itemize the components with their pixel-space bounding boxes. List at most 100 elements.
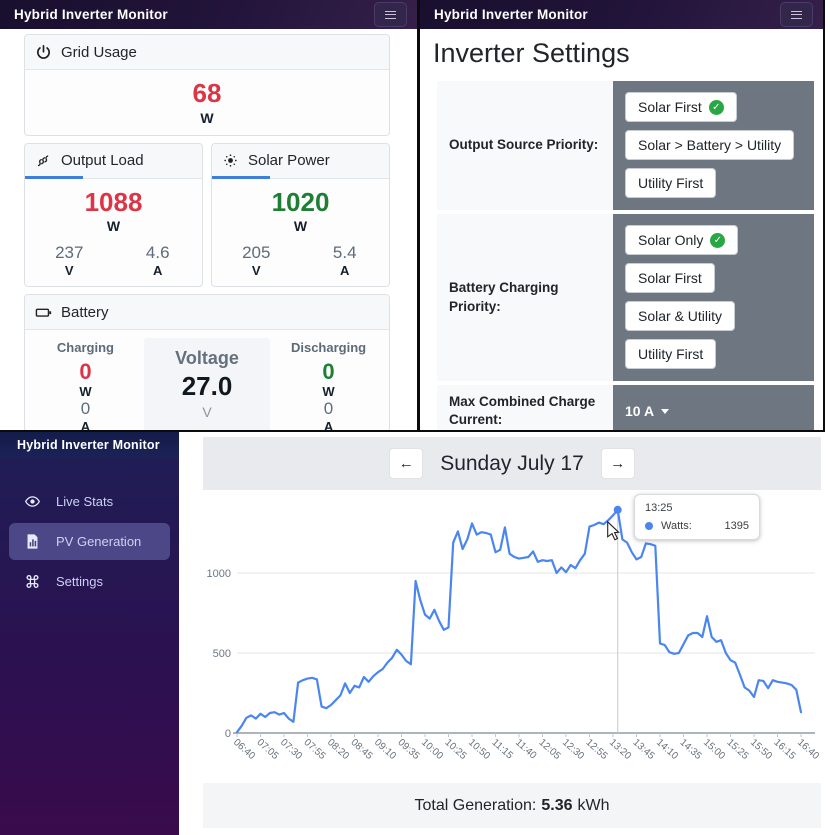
amps-unit: A <box>323 419 334 432</box>
grid-usage-value: 68 <box>192 78 222 108</box>
navbar: Hybrid Inverter Monitor <box>0 432 179 458</box>
watts-series-line <box>235 508 803 734</box>
x-tick-label: 15:00 <box>701 737 727 762</box>
total-generation-bar: Total Generation: 5.36 kWh <box>203 783 821 828</box>
prev-day-button[interactable]: ← <box>389 448 424 479</box>
x-tick-label: 11:15 <box>489 737 515 762</box>
sidebar-item-live-stats[interactable]: Live Stats <box>9 483 170 520</box>
output-load-card: Output Load 1088 W 237 V 4.6 A <box>24 142 203 288</box>
hamburger-menu-button[interactable] <box>374 2 407 27</box>
sidebar-item-pv-generation[interactable]: PV Generation <box>9 523 170 560</box>
date-title: Sunday July 17 <box>440 451 584 475</box>
app-title: Hybrid Inverter Monitor <box>17 438 160 452</box>
solar-power-value: 1020 <box>271 186 330 217</box>
priority-option-button[interactable]: Solar First ✓ <box>625 92 737 122</box>
y-tick-label: 0 <box>225 728 231 740</box>
solar-power-unit: W <box>293 218 308 235</box>
setting-options: Solar Only ✓ Solar First Solar & Utility Uti… <box>613 214 814 381</box>
x-tick-label: 06:40 <box>231 737 257 762</box>
solar-power-card: Solar Power 1020 W 205 V 5.4 A <box>211 142 390 288</box>
x-tick-label: 14:35 <box>677 737 703 762</box>
battery-icon <box>35 308 52 317</box>
priority-option-button[interactable]: Solar Only ✓ <box>625 225 739 255</box>
x-tick-label: 15:25 <box>724 737 750 762</box>
setting-label: Max Combined Charge Current: <box>437 385 613 430</box>
charging-watts: 0 <box>79 359 92 385</box>
watts-unit: W <box>322 384 335 400</box>
setting-row-battery-charging-priority: Battery Charging Priority: Solar Only ✓ So… <box>437 214 814 381</box>
command-icon <box>26 575 39 588</box>
settings-table: Output Source Priority: Solar First ✓ Sola… <box>437 81 814 430</box>
total-generation-label: Total Generation: <box>414 796 537 814</box>
app-title: Hybrid Inverter Monitor <box>14 7 168 22</box>
setting-row-max-combined-charge-current: Max Combined Charge Current: 10 A <box>437 385 814 430</box>
x-tick-label: 11:40 <box>513 737 539 762</box>
solar-amps: 5.4 <box>332 243 357 263</box>
x-tick-label: 12:30 <box>560 737 586 762</box>
priority-option-button[interactable]: Utility First <box>625 339 717 369</box>
total-generation-unit: kWh <box>577 796 610 814</box>
solar-volts: 205 <box>242 243 271 263</box>
priority-option-button[interactable]: Utility First <box>625 168 717 198</box>
setting-row-output-source-priority: Output Source Priority: Solar First ✓ Sola… <box>437 81 814 210</box>
watts-unit: W <box>79 384 92 400</box>
setting-label: Battery Charging Priority: <box>437 214 613 381</box>
setting-options: Solar First ✓ Solar > Battery > Utility Uti… <box>613 81 814 210</box>
voltage-value: 27.0 <box>181 371 233 402</box>
y-tick-label: 1000 <box>207 568 231 580</box>
navbar: Hybrid Inverter Monitor <box>420 0 823 29</box>
charging-label: Charging <box>56 340 114 356</box>
selected-check-icon: ✓ <box>708 99 724 115</box>
y-tick-label: 500 <box>213 648 231 660</box>
card-title: Battery <box>61 303 109 321</box>
card-title: Output Load <box>61 152 144 170</box>
sun-icon <box>224 154 237 167</box>
date-nav-bar: ← Sunday July 17 → <box>203 437 821 490</box>
grid-usage-header: Grid Usage <box>25 35 389 70</box>
mouse-cursor-icon <box>607 520 620 541</box>
sidebar-item-label: Live Stats <box>56 494 114 509</box>
priority-option-button[interactable]: Solar & Utility <box>625 301 736 331</box>
volts-unit: V <box>64 263 74 279</box>
grid-usage-card: Grid Usage 68 W <box>24 34 390 136</box>
x-tick-label: 10:00 <box>419 737 445 762</box>
battery-voltage-box: Voltage 27.0 V <box>143 338 271 430</box>
discharging-watts: 0 <box>322 359 335 385</box>
next-day-button[interactable]: → <box>600 448 635 479</box>
live-stats-window: Hybrid Inverter Monitor Grid Usage 68 W … <box>0 0 417 432</box>
hovered-data-point <box>613 505 622 514</box>
battery-discharging-column: Discharging 0 W 0 A <box>278 338 379 432</box>
discharging-label: Discharging <box>290 340 367 356</box>
hamburger-icon <box>385 10 396 19</box>
navbar: Hybrid Inverter Monitor <box>0 0 417 29</box>
priority-option-button[interactable]: Solar First <box>625 263 715 293</box>
setting-options: 10 A <box>613 385 814 430</box>
output-load-unit: W <box>106 218 121 235</box>
hamburger-menu-button[interactable] <box>780 2 813 27</box>
selected-check-icon: ✓ <box>710 232 726 248</box>
window-border <box>823 0 825 432</box>
card-title: Solar Power <box>248 152 330 170</box>
filament-icon <box>37 155 49 167</box>
x-tick-label: 10:25 <box>442 737 468 762</box>
x-tick-label: 12:05 <box>536 737 562 762</box>
setting-label: Output Source Priority: <box>437 81 613 210</box>
current-select-dropdown[interactable]: 10 A <box>625 403 670 419</box>
charging-amps: 0 <box>80 399 91 419</box>
pv-line-chart[interactable]: 0500100006:4007:0507:3007:5508:2008:4509… <box>203 490 822 784</box>
eye-icon <box>24 496 41 507</box>
power-icon <box>37 44 50 59</box>
output-amps: 4.6 <box>145 243 170 263</box>
output-load-header: Output Load <box>25 143 202 179</box>
hamburger-icon <box>791 10 802 19</box>
x-tick-label: 16:15 <box>771 737 797 762</box>
sidebar-item-label: PV Generation <box>56 534 142 549</box>
output-volts: 237 <box>55 243 84 263</box>
x-tick-label: 07:55 <box>301 737 327 762</box>
app-title: Hybrid Inverter Monitor <box>434 7 588 22</box>
discharging-amps: 0 <box>323 399 334 419</box>
x-tick-label: 08:45 <box>348 737 374 762</box>
sidebar-item-settings[interactable]: Settings <box>9 563 170 600</box>
total-generation-value: 5.36 <box>541 796 573 814</box>
priority-option-button[interactable]: Solar > Battery > Utility <box>625 130 795 160</box>
